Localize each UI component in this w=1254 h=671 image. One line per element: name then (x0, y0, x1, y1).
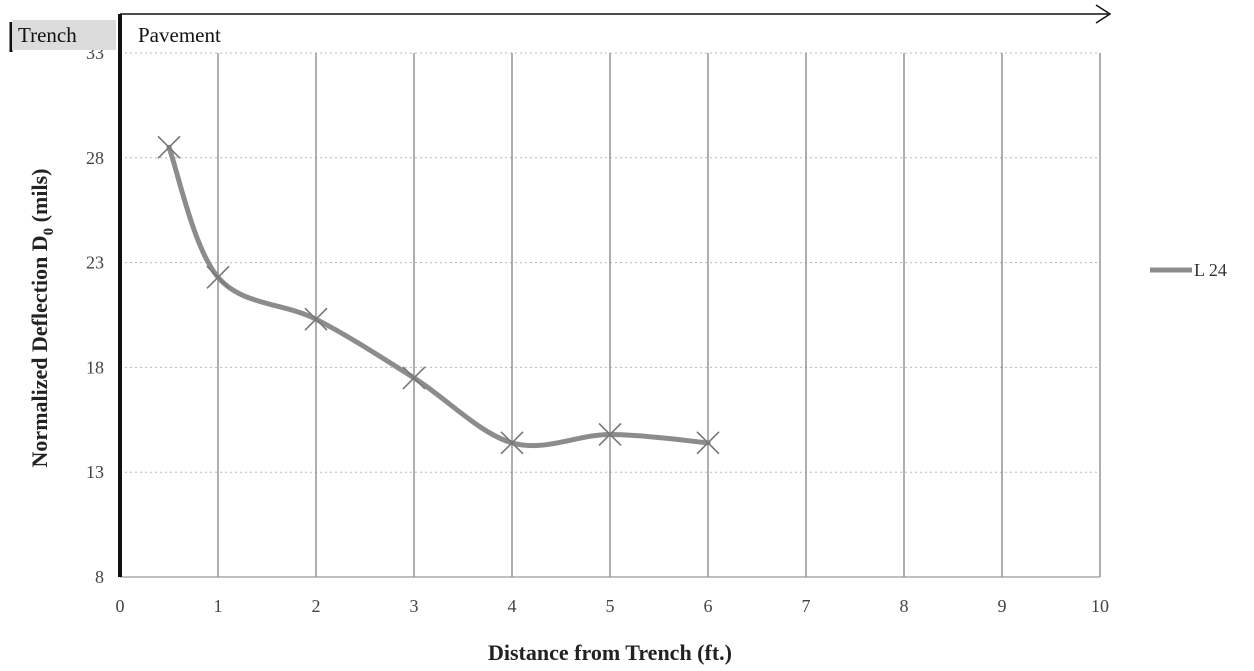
data-point-marker (402, 366, 426, 390)
x-tick-label: 1 (214, 596, 223, 616)
trench-label: Trench (18, 23, 77, 47)
zone-header: Trench Pavement (12, 20, 221, 50)
data-point-marker (304, 307, 328, 331)
x-tick-label: 10 (1091, 596, 1109, 616)
x-tick-label: 4 (508, 596, 517, 616)
x-axis-title: Distance from Trench (ft.) (488, 640, 732, 665)
data-point-marker (206, 265, 230, 289)
legend: L 24 (1150, 260, 1227, 280)
data-point-marker (696, 431, 720, 455)
y-tick-label: 23 (86, 253, 104, 273)
x-tick-label: 6 (704, 596, 713, 616)
y-axis-title-main: Normalized Deflection D (27, 235, 52, 467)
x-tick-label: 3 (410, 596, 419, 616)
x-tick-label: 0 (116, 596, 125, 616)
y-tick-label: 18 (86, 357, 104, 377)
series-line (166, 144, 711, 449)
grid (120, 52, 1101, 577)
pavement-label: Pavement (138, 23, 221, 47)
data-point-marker (598, 422, 622, 447)
axes (9, 4, 1112, 578)
x-tick-label: 7 (802, 596, 811, 616)
x-tick-label: 5 (606, 596, 615, 616)
trench-label-background (12, 20, 116, 50)
y-tick-label: 8 (95, 567, 104, 587)
pavement-arrowhead (1095, 4, 1112, 24)
y-axis-title-subscript: 0 (41, 228, 57, 236)
data-point-marker (157, 135, 181, 159)
y-axis-title: Normalized Deflection D0 (mils) (27, 169, 57, 468)
x-tick-label: 2 (312, 596, 321, 616)
x-tick-label: 8 (900, 596, 909, 616)
y-axis-title-unit: (mils) (27, 169, 52, 228)
series-group (157, 135, 720, 455)
y-tick-label: 28 (86, 148, 104, 168)
x-tick-label: 9 (998, 596, 1007, 616)
y-tick-label: 13 (86, 462, 104, 482)
legend-label: L 24 (1194, 260, 1227, 280)
data-point-marker (500, 431, 524, 455)
